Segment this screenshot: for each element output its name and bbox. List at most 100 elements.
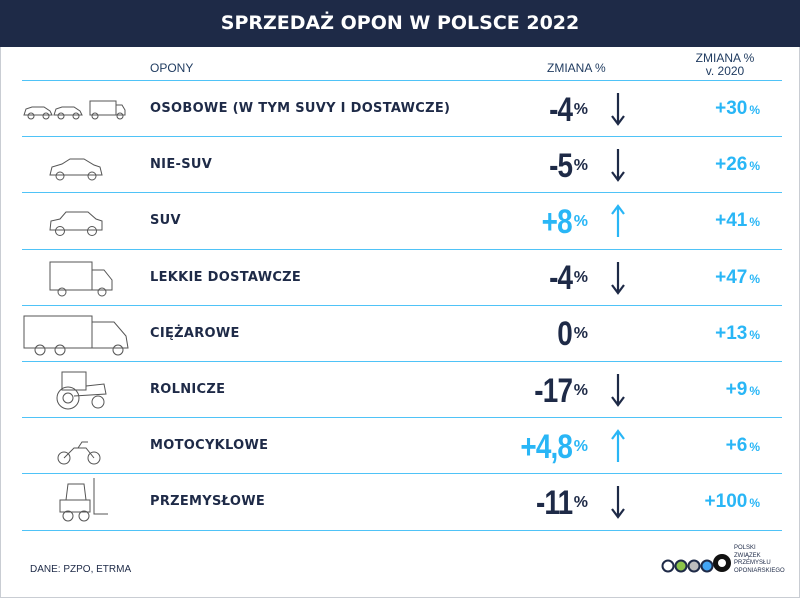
table-row: ROLNICZE -17% +9% (0, 362, 800, 418)
change-vs-2020-percent-sign: % (749, 103, 760, 117)
row-divider (22, 529, 782, 531)
logo-line: ZWIĄZEK (734, 552, 761, 559)
change-value: +4,8% (509, 418, 588, 474)
change-percent-sign: % (573, 437, 588, 455)
change-vs-2020-number: +13 (715, 322, 748, 344)
change-value: -4% (544, 81, 588, 137)
row-divider (22, 417, 782, 419)
row-divider (22, 248, 782, 250)
category-label: NIE-SUV (150, 157, 213, 173)
category-label: SUV (150, 213, 181, 229)
change-percent-sign: % (573, 325, 588, 343)
row-divider (22, 361, 782, 362)
change-percent-sign: % (573, 493, 588, 511)
table-row: NIE-SUV -5% +26% (0, 137, 800, 193)
change-vs-2020-value: +47% (715, 250, 760, 306)
delivery-van-icon (22, 250, 132, 306)
category-label: OSOBOWE (W TYM SUVY I DOSTAWCZE) (150, 101, 451, 116)
change-vs-2020-value: +13% (715, 306, 760, 362)
change-vs-2020-number: +100 (704, 491, 748, 513)
arrow-down-icon (610, 89, 626, 129)
table-row: CIĘŻAROWE 0% +13% (0, 306, 800, 362)
change-vs-2020-value: +6% (726, 418, 760, 474)
change-number: -11 (535, 483, 572, 522)
change-number: 0 (557, 315, 573, 354)
cars-and-van-icon (22, 81, 132, 137)
column-header-vs-2020-line2: v. 2020 (705, 64, 745, 78)
change-value: -11% (528, 474, 588, 530)
table-row: MOTOCYKLOWE +4,8% +6% (0, 418, 800, 474)
suv-car-icon (22, 193, 132, 249)
arrow-down-icon (610, 145, 626, 185)
arrow-down-icon (610, 258, 626, 298)
arrow-up-icon (610, 426, 626, 466)
column-header-tires: OPONY (150, 61, 194, 75)
change-value: -17% (526, 362, 588, 418)
change-number: -4 (548, 259, 573, 298)
change-vs-2020-percent-sign: % (749, 327, 760, 342)
category-label: PRZEMYSŁOWE (150, 494, 266, 510)
change-vs-2020-number: +47 (715, 266, 748, 288)
logo-line: PRZEMYSŁU (734, 560, 771, 566)
change-vs-2020-value: +100% (705, 474, 760, 530)
row-divider (22, 473, 782, 475)
pzpo-logo-text: POLSKI ZWIĄZEK PRZEMYSŁU OPONIARSKIEGO (734, 545, 794, 575)
category-label: ROLNICZE (150, 382, 226, 397)
change-number: +8 (541, 202, 573, 241)
change-value: -5% (544, 137, 588, 193)
row-divider (22, 304, 782, 306)
tractor-icon (22, 362, 132, 418)
change-vs-2020-percent-sign: % (749, 271, 760, 286)
change-value: -4% (544, 250, 588, 306)
category-label: CIĘŻAROWE (150, 325, 240, 341)
category-label: LEKKIE DOSTAWCZE (150, 269, 302, 285)
change-vs-2020-percent-sign: % (749, 215, 760, 230)
change-vs-2020-value: +41% (715, 193, 760, 249)
change-vs-2020-number: +6 (725, 435, 748, 457)
change-vs-2020-value: +30% (715, 81, 760, 137)
arrow-down-icon (610, 482, 626, 522)
column-header-vs-2020-line1: ZMIANA % (695, 51, 755, 65)
arrow-down-icon (610, 370, 626, 410)
change-vs-2020-value: +26% (715, 137, 760, 193)
change-vs-2020-percent-sign: % (749, 496, 760, 511)
row-divider (22, 136, 782, 138)
change-value: 0% (554, 306, 588, 362)
change-value: +8% (535, 193, 588, 249)
change-vs-2020-percent-sign: % (749, 384, 760, 398)
sedan-car-icon (22, 137, 132, 193)
change-number: -17 (533, 371, 573, 410)
column-header-change: ZMIANA % (547, 61, 606, 75)
change-percent-sign: % (573, 100, 588, 118)
change-vs-2020-number: +9 (725, 379, 748, 400)
change-percent-sign: % (573, 212, 588, 230)
category-label: MOTOCYKLOWE (150, 438, 269, 454)
source-note: DANE: PZPO, ETRMA (30, 564, 132, 575)
truck-icon (22, 306, 132, 362)
logo-line: POLSKI (734, 545, 756, 551)
change-vs-2020-value: +9% (726, 362, 760, 418)
arrow-up-icon (610, 201, 626, 241)
change-vs-2020-number: +41 (715, 210, 748, 232)
change-number: +4,8 (520, 427, 573, 466)
change-vs-2020-number: +26 (715, 154, 748, 176)
change-vs-2020-percent-sign: % (749, 440, 760, 455)
forklift-icon (22, 474, 132, 530)
table-row: SUV +8% +41% (0, 193, 800, 249)
change-number: -4 (548, 90, 573, 129)
row-divider (22, 80, 782, 81)
change-percent-sign: % (573, 269, 588, 287)
page-title: SPRZEDAŻ OPON W POLSCE 2022 (0, 0, 800, 47)
change-number: -5 (548, 146, 573, 185)
change-vs-2020-percent-sign: % (749, 159, 760, 174)
motorcycle-icon (22, 418, 132, 474)
change-vs-2020-number: +30 (715, 98, 748, 119)
logo-line: OPONIARSKIEGO (734, 567, 785, 574)
row-divider (22, 192, 782, 194)
change-percent-sign: % (573, 381, 588, 399)
table-row: PRZEMYSŁOWE -11% +100% (0, 474, 800, 530)
table-row: OSOBOWE (W TYM SUVY I DOSTAWCZE) -4% +30% (0, 81, 800, 137)
table-row: LEKKIE DOSTAWCZE -4% +47% (0, 250, 800, 306)
column-header-vs-2020: ZMIANA % v. 2020 (690, 52, 760, 78)
pzpo-logo-icon (661, 554, 731, 573)
